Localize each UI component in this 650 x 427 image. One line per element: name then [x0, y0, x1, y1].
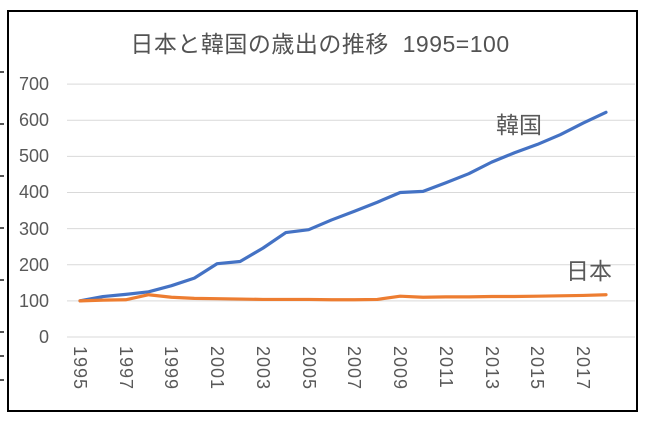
x-tick-label: 2015	[527, 346, 548, 391]
series-label-korea: 韓国	[496, 112, 542, 138]
series-label-japan: 日本	[566, 258, 612, 284]
x-tick-label: 2011	[435, 346, 456, 389]
x-tick-label: 2005	[298, 346, 319, 391]
chart-title: 日本と韓国の歳出の推移 1995=100	[130, 31, 510, 57]
series-line-korea	[78, 110, 608, 303]
y-tick-label: 500	[18, 146, 49, 167]
y-tick-label: 300	[18, 218, 49, 239]
x-tick-label: 2001	[207, 346, 228, 391]
x-tick-label: 2017	[573, 346, 594, 391]
y-tick-label: 200	[18, 254, 49, 275]
x-tick-label: 1997	[115, 346, 136, 391]
series-line-japan	[78, 293, 608, 303]
y-tick-label: 400	[18, 182, 49, 203]
y-tick-label: 600	[18, 110, 49, 131]
y-tick-label: 0	[38, 327, 49, 347]
x-tick-label: 2003	[252, 346, 273, 391]
y-tick-label: 100	[18, 290, 49, 311]
x-tick-label: 2007	[344, 346, 365, 391]
y-tick-label: 700	[18, 74, 49, 95]
chart-border	[7, 10, 638, 412]
x-tick-label: 2009	[390, 346, 411, 391]
x-tick-label: 1995	[70, 346, 90, 391]
x-tick-label: 2013	[481, 346, 502, 391]
x-tick-label: 1999	[161, 346, 182, 391]
